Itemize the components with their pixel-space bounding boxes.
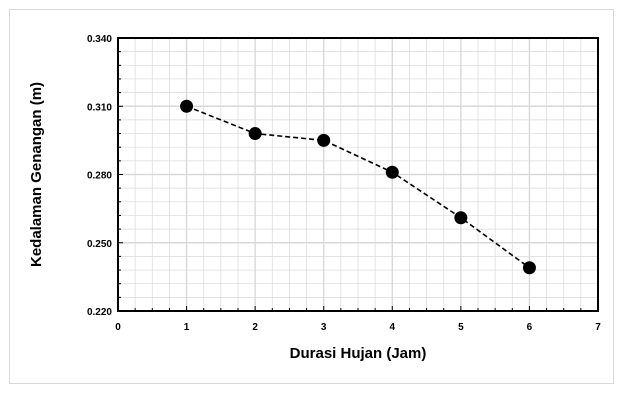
series-layer [180, 99, 536, 275]
x-tick-label: 2 [252, 322, 258, 333]
y-tick-label: 0.340 [87, 34, 112, 45]
x-tick-label: 7 [595, 322, 601, 333]
y-tick-label: 0.220 [87, 307, 112, 318]
data-point [385, 165, 399, 179]
series-line [186, 105, 530, 269]
y-tick-label: 0.310 [87, 102, 112, 113]
x-tick-label: 3 [321, 322, 327, 333]
y-tick-label: 0.280 [87, 171, 112, 182]
data-point [180, 99, 194, 113]
x-tick-label: 6 [527, 322, 533, 333]
tick-layer: 0 1 2 3 4 5 6 7 0.220 0.250 0.280 0.310 0.340 [87, 34, 601, 333]
data-point [522, 261, 536, 275]
x-axis-title: Durasi Hujan (Jam) [290, 345, 427, 362]
x-tick-label: 5 [458, 322, 464, 333]
x-tick-label: 1 [184, 322, 190, 333]
chart-frame [9, 9, 614, 384]
x-tick-label: 4 [390, 322, 396, 333]
y-axis-title: Kedalaman Genangan (m) [28, 82, 45, 267]
data-point [454, 211, 468, 225]
data-point [248, 127, 262, 141]
y-tick-label: 0.250 [87, 239, 112, 250]
x-tick-label: 0 [115, 322, 121, 333]
data-point [317, 133, 331, 147]
